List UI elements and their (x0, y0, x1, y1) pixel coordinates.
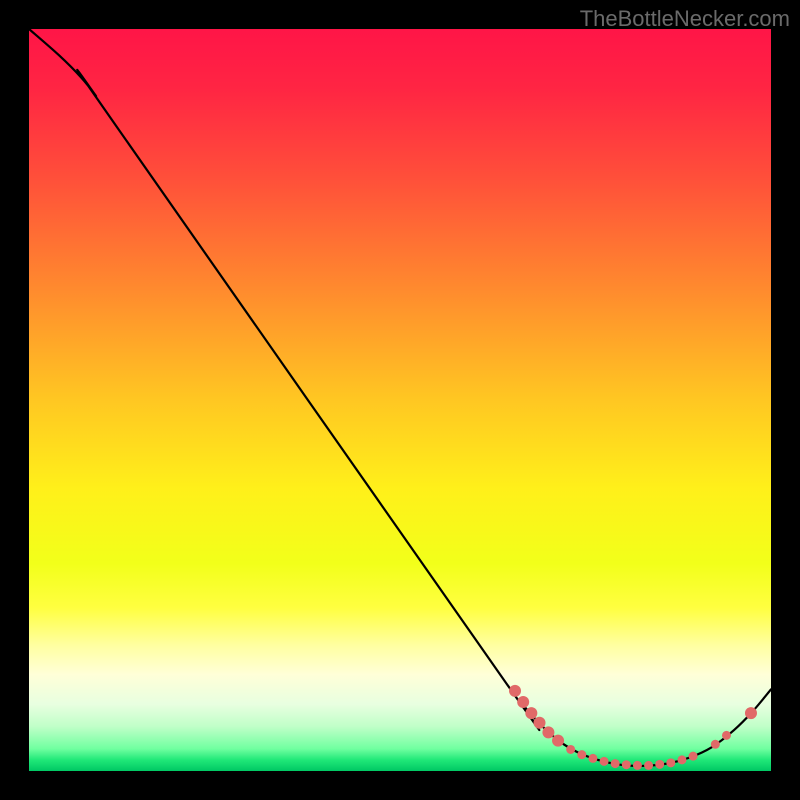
data-marker (633, 761, 642, 770)
data-marker (542, 726, 554, 738)
data-marker (655, 760, 664, 769)
data-marker (517, 696, 529, 708)
data-marker (711, 740, 720, 749)
data-marker (525, 707, 537, 719)
chart-container (29, 29, 771, 771)
data-marker (666, 758, 675, 767)
data-marker (534, 717, 546, 729)
chart-background (29, 29, 771, 771)
data-marker (644, 761, 653, 770)
data-marker (722, 731, 731, 740)
data-marker (509, 685, 521, 697)
data-marker (611, 759, 620, 768)
data-marker (745, 707, 757, 719)
data-marker (622, 760, 631, 769)
bottleneck-curve-chart (29, 29, 771, 771)
data-marker (552, 735, 564, 747)
data-marker (689, 752, 698, 761)
data-marker (588, 754, 597, 763)
data-marker (566, 745, 575, 754)
data-marker (677, 755, 686, 764)
watermark-text: TheBottleNecker.com (580, 6, 790, 32)
data-marker (577, 750, 586, 759)
data-marker (600, 757, 609, 766)
